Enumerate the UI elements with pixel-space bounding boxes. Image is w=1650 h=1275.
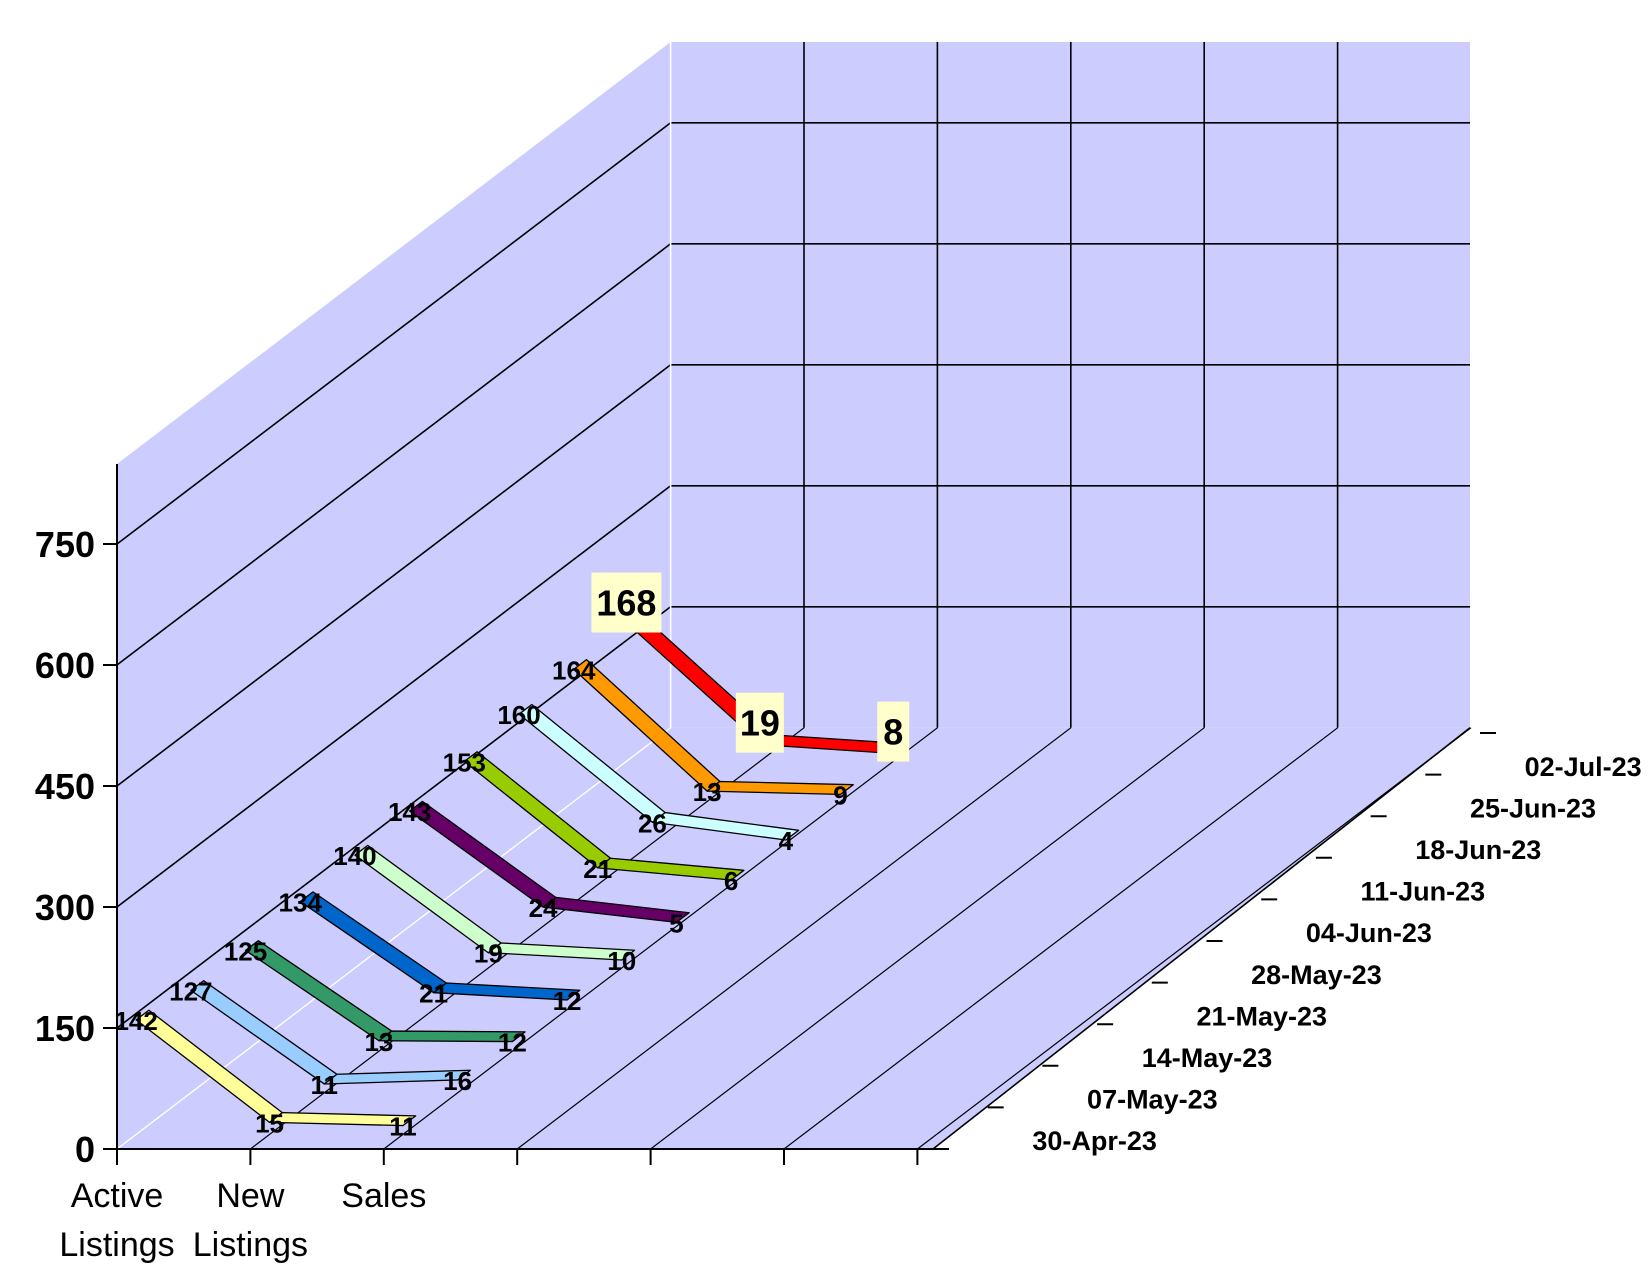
data-label: 134 [279,888,323,918]
series-ribbon: 140 19 10 [333,841,636,976]
left-wall-gridline [116,485,672,908]
data-label: 21 [583,854,612,884]
series-ribbon: 164 13 9 [552,655,854,810]
data-label: 9 [833,780,847,810]
date-tick-label: 04-Jun-23 [1306,918,1432,948]
data-label: 140 [333,841,376,871]
series-ribbon: 142 15 11 [114,1006,416,1142]
data-label: 24 [529,893,558,923]
data-label: 19 [740,703,780,744]
y-tick-label: 450 [35,766,95,807]
data-label: 142 [114,1006,157,1036]
data-label: 153 [443,747,486,777]
floor-left-edge [116,727,672,1150]
floor-right-edge [932,727,1471,1150]
data-label-box [591,572,662,633]
data-label: 26 [638,808,667,838]
series-segment [487,942,636,961]
category-label: Listings [193,1226,308,1264]
data-label: 4 [779,826,794,856]
left-wall-gridline [116,364,672,787]
date-tick-label: 30-Apr-23 [1032,1126,1157,1156]
data-label-box [735,692,784,753]
data-label: 11 [389,1112,417,1142]
left-wall-gridline [116,243,672,666]
data-label: 164 [552,655,596,685]
floor-gridline [917,727,1472,1150]
date-tick-label: 14-May-23 [1142,1043,1273,1073]
series-segment [378,1030,526,1043]
floor-gridline [650,727,1205,1150]
category-label: Active [71,1177,164,1215]
data-label: 8 [883,712,903,753]
series-segment [542,896,690,924]
left-wall-gridline [116,122,672,545]
data-label: 5 [669,908,683,938]
series-ribbon: 134 21 12 [279,888,582,1016]
data-label: 13 [693,777,722,807]
data-label: 12 [553,986,582,1016]
series-segment [597,857,745,881]
y-tick-label: 750 [35,524,95,565]
data-label: 6 [724,866,738,896]
category-label: Sales [341,1177,426,1215]
data-label: 21 [419,979,448,1009]
left-wall [117,42,671,1149]
series-segment [651,811,800,841]
floor-gridline [383,727,938,1150]
date-tick-label: 21-May-23 [1196,1001,1327,1031]
date-tick-label: 02-Jul-23 [1525,752,1642,782]
floor-gridline [516,727,1072,1150]
data-label: 19 [474,939,503,969]
left-wall-gridline [116,606,672,1029]
data-label: 16 [443,1066,472,1096]
date-tick-label: 07-May-23 [1087,1085,1218,1115]
series-segment [432,982,581,1001]
series-ribbon: 153 21 6 [443,747,745,896]
date-tick-label: 28-May-23 [1251,960,1382,990]
data-label: 15 [255,1108,284,1138]
data-label: 10 [607,946,636,976]
series-segment [706,780,854,796]
data-label: 127 [169,976,212,1006]
category-label: New [216,1177,284,1215]
series-ribbon: 143 24 5 [388,797,690,938]
data-label: 11 [310,1070,338,1100]
data-label: 168 [596,583,656,624]
series-ribbon: 125 13 12 [224,936,527,1057]
series-segment [323,1069,472,1085]
series-ribbon: 160 26 4 [497,700,800,856]
data-label: 125 [224,936,267,966]
data-label: 12 [498,1028,527,1058]
series-ribbon: 127 11 16 [169,976,472,1100]
y-tick-label: 150 [35,1008,95,1049]
category-label: Listings [59,1226,174,1264]
y-tick-label: 300 [35,887,95,928]
data-label: 143 [388,797,431,827]
data-label: 160 [497,700,540,730]
date-tick-label: 18-Jun-23 [1415,835,1541,865]
floor-gridline [783,727,1338,1150]
data-label: 13 [364,1027,393,1057]
y-tick-label: 600 [35,645,95,686]
series-ribbon: 168 19 8 [591,572,910,762]
series-segment [268,1112,417,1127]
date-tick-label: 11-Jun-23 [1361,877,1486,907]
data-label-box [877,701,910,762]
date-tick-label: 25-Jun-23 [1470,793,1596,823]
y-tick-label: 0 [75,1129,95,1170]
